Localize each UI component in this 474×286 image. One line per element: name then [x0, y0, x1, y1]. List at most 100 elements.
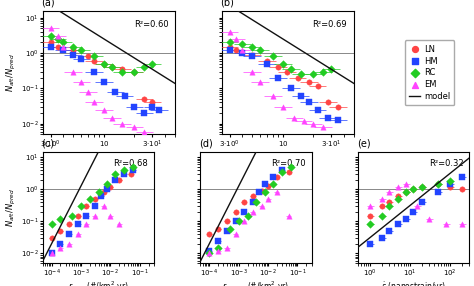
Point	[95, 190, 102, 195]
Point	[127, 172, 135, 176]
Point	[65, 241, 73, 246]
Point	[269, 174, 277, 179]
Point	[394, 184, 402, 189]
Point	[118, 67, 126, 72]
Point	[287, 67, 295, 72]
X-axis label: $d_{qfault}$ (km): $d_{qfault}$ (km)	[88, 151, 130, 164]
Point	[253, 200, 260, 204]
Point	[274, 76, 282, 80]
Point	[366, 222, 374, 227]
Point	[100, 190, 108, 195]
Point	[115, 222, 123, 227]
Point	[121, 94, 128, 99]
Point	[249, 200, 256, 204]
Point	[70, 45, 77, 49]
Point	[385, 190, 393, 195]
Point	[240, 219, 247, 224]
Point	[84, 54, 92, 59]
Point	[294, 76, 301, 80]
Point	[118, 122, 126, 126]
Point	[226, 226, 234, 231]
Point	[214, 249, 222, 253]
Point	[410, 209, 417, 214]
Point	[233, 37, 240, 41]
Point	[287, 86, 295, 91]
Legend: LN, HM, RC, EM, model: LN, HM, RC, EM, model	[405, 40, 454, 106]
Point	[78, 48, 85, 53]
Point	[410, 187, 417, 192]
Y-axis label: $N_{aft}/N_{pred}$: $N_{aft}/N_{pred}$	[5, 188, 18, 227]
X-axis label: $r_{back}$ (#/km$^2$-yr): $r_{back}$ (#/km$^2$-yr)	[68, 280, 128, 286]
Point	[108, 65, 116, 69]
Point	[100, 80, 108, 84]
Point	[148, 61, 156, 66]
Point	[60, 45, 67, 49]
Point	[434, 181, 442, 186]
Point	[104, 181, 111, 186]
Point	[48, 251, 55, 256]
Point	[297, 72, 304, 77]
Point	[226, 48, 233, 53]
Point	[447, 184, 454, 189]
Point	[47, 40, 55, 45]
Point	[112, 177, 119, 182]
Point	[419, 200, 426, 204]
Point	[129, 168, 137, 172]
Point	[235, 219, 243, 224]
Point	[100, 204, 108, 208]
Point	[90, 69, 98, 74]
Point	[233, 48, 240, 53]
Point	[232, 209, 240, 214]
Point	[378, 213, 386, 218]
Point	[258, 204, 265, 208]
Point	[273, 190, 281, 195]
Point	[205, 249, 213, 253]
Point	[226, 40, 233, 45]
Point	[249, 209, 256, 214]
Point	[279, 61, 287, 66]
Point	[402, 181, 410, 186]
Point	[82, 213, 90, 218]
Point	[324, 115, 332, 120]
Point	[112, 172, 119, 176]
Point	[48, 236, 55, 241]
Point	[74, 222, 82, 227]
Point	[319, 125, 327, 130]
Point	[269, 181, 277, 186]
Point	[56, 217, 64, 221]
Point	[310, 122, 317, 126]
Point	[84, 90, 92, 94]
Point	[140, 129, 148, 134]
Point	[285, 213, 292, 218]
Point	[56, 241, 64, 246]
Point	[70, 52, 77, 57]
Point	[248, 54, 256, 59]
Point	[402, 190, 410, 195]
Point	[334, 105, 342, 109]
Point	[458, 187, 466, 192]
Text: R²=0.70: R²=0.70	[271, 159, 306, 168]
Point	[108, 115, 116, 120]
Point	[305, 80, 312, 84]
Point	[205, 251, 213, 256]
Point	[118, 69, 126, 74]
Point	[60, 48, 67, 53]
Point	[131, 69, 138, 74]
Point	[366, 213, 374, 218]
Point	[90, 59, 98, 63]
Point	[240, 200, 247, 204]
Point	[148, 100, 156, 105]
Text: (b): (b)	[220, 0, 234, 8]
Point	[238, 51, 246, 55]
Point	[314, 108, 321, 112]
Point	[48, 251, 55, 256]
Point	[205, 251, 213, 256]
Point	[255, 190, 263, 195]
Point	[47, 34, 55, 38]
Point	[54, 34, 61, 38]
Point	[256, 80, 264, 84]
Point	[314, 83, 321, 88]
Point	[155, 108, 163, 112]
Point	[394, 194, 402, 199]
Point	[107, 184, 114, 189]
